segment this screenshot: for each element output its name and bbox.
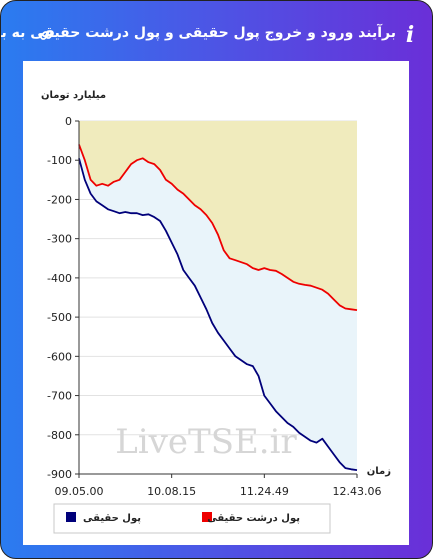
y-tick-label: -600 xyxy=(47,350,72,363)
y-tick-label: -200 xyxy=(47,193,72,206)
y-tick-label: -800 xyxy=(47,429,72,442)
x-tick-label: 12.43.06 xyxy=(333,485,382,498)
x-tick-label: 11.24.49 xyxy=(240,485,289,498)
legend-swatch-real-big-money xyxy=(202,512,212,522)
y-tick-label: -500 xyxy=(47,311,72,324)
y-tick-label: 0 xyxy=(65,115,72,128)
y-tick-label: -100 xyxy=(47,154,72,167)
line-chart: LiveTSE.ir 0 -100 -200 -300 -400 -500 -600 -700… xyxy=(41,90,391,534)
legend-label-real-money: پول حقیقی xyxy=(83,513,141,524)
y-tick-label: -900 xyxy=(47,468,72,481)
y-axis-label: میلیارد تومان xyxy=(41,90,106,101)
legend-label-real-big-money: پول درشت حقیقی xyxy=(207,513,300,524)
x-axis-label: زمان xyxy=(367,466,391,477)
chart-panel: LiveTSE.ir 0 -100 -200 -300 -400 -500 -600 -700… xyxy=(23,61,409,545)
area-between-lines xyxy=(79,144,357,471)
y-tick-label: -300 xyxy=(47,233,72,246)
legend-swatch-real-money xyxy=(66,512,76,522)
series-line-real-big-money xyxy=(78,144,358,311)
y-tick-label: -400 xyxy=(47,272,72,285)
legend-box xyxy=(53,503,331,534)
series-line-real-money xyxy=(78,158,358,471)
y-tick-label: -700 xyxy=(47,390,72,403)
x-tick-label: 09.05.00 xyxy=(55,485,104,498)
card-header: i برآیند ورود و خروج پول حقیقی و پول درش… xyxy=(1,1,432,61)
area-above-red xyxy=(79,121,357,311)
watermark: LiveTSE.ir xyxy=(115,422,297,462)
link-icon[interactable] xyxy=(39,27,55,43)
card-title: برآیند ورود و خروج پول حقیقی و پول درشت … xyxy=(0,25,396,41)
x-tick-label: 10.08.15 xyxy=(147,485,196,498)
info-icon[interactable]: i xyxy=(405,22,415,48)
